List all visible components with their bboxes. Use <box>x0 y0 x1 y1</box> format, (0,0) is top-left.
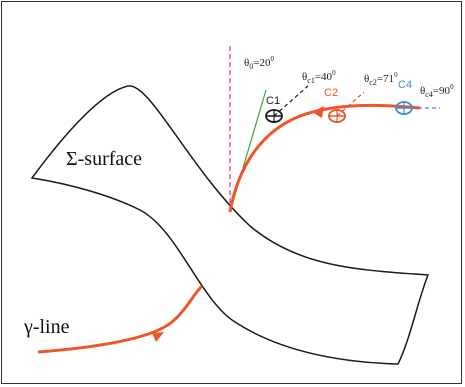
thetac1-label: θc1=400 <box>302 69 336 85</box>
thetac4-label: θc4=900 <box>420 83 454 99</box>
gamma-line-curve <box>37 284 204 354</box>
trajectory-arrow <box>312 106 324 118</box>
gamma-line-arrow <box>152 332 164 342</box>
c2-direction-line <box>336 91 365 117</box>
trajectory-curve <box>228 103 421 213</box>
sigma-surface-outline <box>30 85 430 365</box>
theta0-label: θ0=200 <box>244 55 275 71</box>
c1-marker <box>265 109 283 123</box>
c2-label: C2 <box>324 87 338 99</box>
c2-marker <box>328 109 346 123</box>
c4-marker <box>395 101 413 115</box>
gamma-line-label: γ-line <box>23 316 70 338</box>
thetac2-label: θc2=710 <box>364 71 398 87</box>
c1-label: C1 <box>266 95 280 107</box>
c4-label: C4 <box>398 79 412 91</box>
sigma-surface-label: Σ-surface <box>66 148 142 170</box>
